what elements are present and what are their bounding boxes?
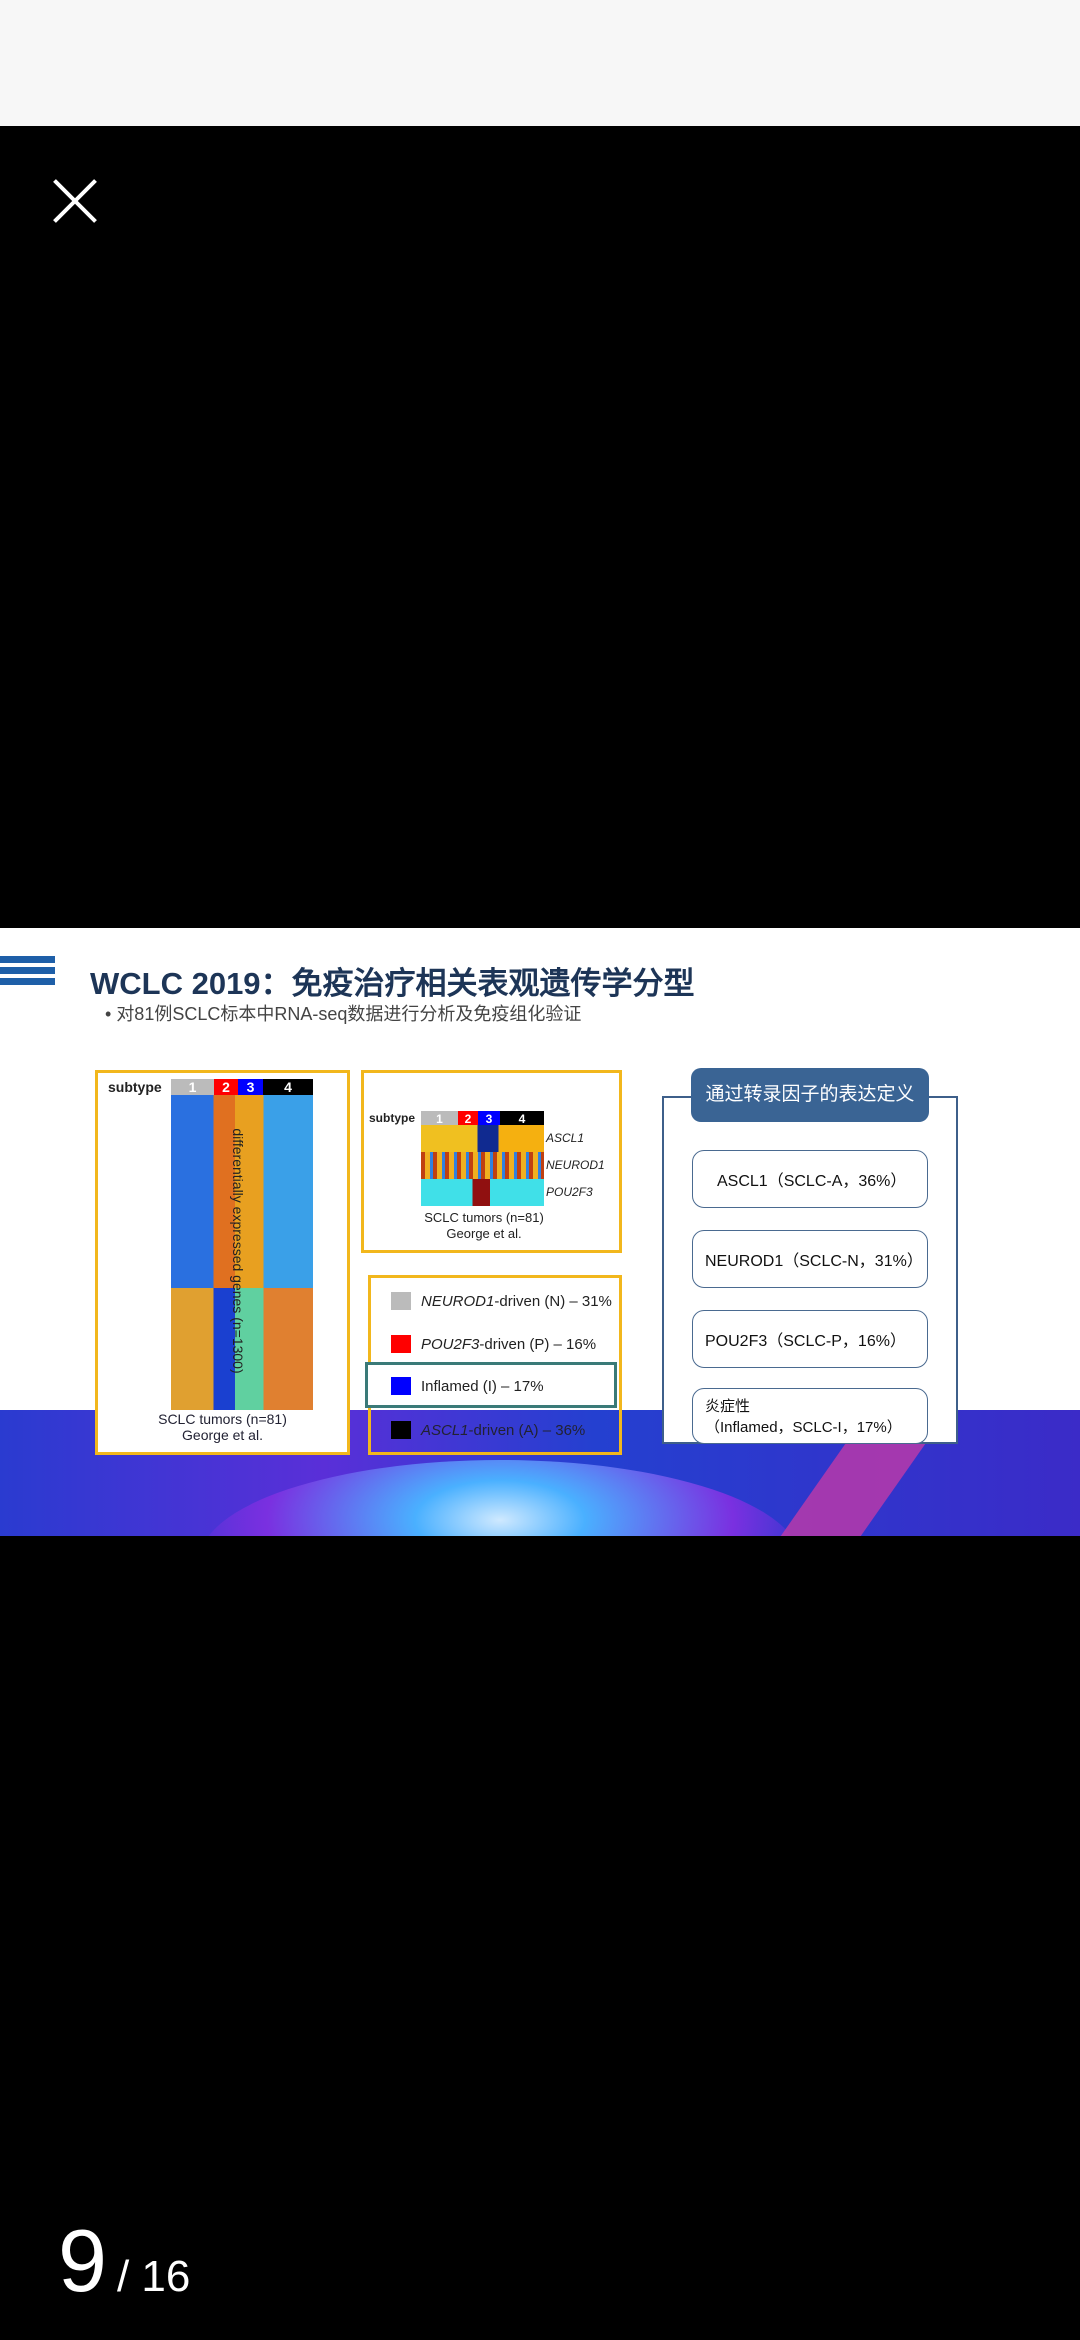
card-inflamed: 炎症性 （Inflamed，SCLC-I，17%） bbox=[692, 1388, 928, 1444]
subtype-1: 1 bbox=[171, 1079, 214, 1095]
subtype-label: subtype bbox=[369, 1111, 416, 1125]
card-pou2f3: POU2F3（SCLC-P，16%） bbox=[692, 1310, 928, 1368]
pou2f3-row bbox=[421, 1179, 544, 1206]
subtype-2: 2 bbox=[214, 1079, 238, 1095]
page-current: 9 bbox=[58, 2211, 107, 2310]
subtype-4: 4 bbox=[500, 1111, 544, 1126]
heatmap-small-box: subtype 1 2 3 4 ASCL1 NEUROD1 POU2F3 SCL… bbox=[361, 1070, 622, 1253]
caption-author: George et al. bbox=[446, 1226, 522, 1241]
caption-author: George et al. bbox=[182, 1427, 263, 1443]
legend-box: NEUROD1 -driven (N) – 31% POU2F3 -driven (… bbox=[365, 1275, 622, 1455]
legend-item: NEUROD1 -driven (N) – 31% bbox=[391, 1292, 612, 1310]
legend-item: Inflamed (I) – 17% bbox=[391, 1377, 544, 1395]
heatmap-left-box: subtype 1 2 3 4 differentially expressed… bbox=[95, 1070, 350, 1455]
subtype-bar: 1 2 3 4 bbox=[171, 1079, 313, 1095]
card-line: 炎症性 bbox=[705, 1398, 751, 1415]
gene-label: ASCL1 bbox=[546, 1131, 585, 1145]
close-icon[interactable] bbox=[50, 176, 100, 226]
logo-bars bbox=[0, 956, 55, 989]
slide-image: WCLC 2019：免疫治疗相关表观遗传学分型 • 对81例SCLC标本中RNA… bbox=[0, 928, 1080, 1536]
slide-title: WCLC 2019：免疫治疗相关表观遗传学分型 bbox=[90, 966, 695, 1001]
gene-label: POU2F3 bbox=[546, 1185, 593, 1199]
panel-title: 通过转录因子的表达定义 bbox=[691, 1068, 929, 1122]
caption: SCLC tumors (n=81) bbox=[158, 1411, 287, 1427]
legend-item: POU2F3 -driven (P) – 16% bbox=[391, 1335, 596, 1353]
legend-item: ASCL1 -driven (A) – 36% bbox=[391, 1421, 585, 1439]
card-neurod1: NEUROD1（SCLC-N，31%） bbox=[692, 1230, 928, 1288]
card-line: （Inflamed，SCLC-I，17%） bbox=[705, 1419, 902, 1436]
legend-swatch bbox=[391, 1377, 411, 1395]
legend-swatch bbox=[391, 1292, 411, 1310]
slide-bullet: • 对81例SCLC标本中RNA-seq数据进行分析及免疫组化验证 bbox=[105, 1004, 582, 1024]
subtype-1: 1 bbox=[421, 1111, 458, 1126]
side-label: differentially expressed genes (n=1300) bbox=[230, 1128, 246, 1374]
neurod1-row bbox=[421, 1152, 544, 1179]
card-ascl1: ASCL1（SCLC-A，36%） bbox=[692, 1150, 928, 1208]
subtype-2: 2 bbox=[458, 1111, 478, 1126]
top-bar bbox=[0, 0, 1080, 126]
subtype-4: 4 bbox=[263, 1079, 313, 1095]
legend-swatch bbox=[391, 1335, 411, 1353]
ascl1-row bbox=[421, 1125, 544, 1152]
subtype-bar: 1 2 3 4 bbox=[421, 1111, 544, 1126]
subtype-label: subtype bbox=[108, 1079, 162, 1095]
legend-swatch bbox=[391, 1421, 411, 1439]
subtype-3: 3 bbox=[238, 1079, 263, 1095]
gene-label: NEUROD1 bbox=[546, 1158, 605, 1172]
caption: SCLC tumors (n=81) bbox=[424, 1210, 544, 1225]
subtype-3: 3 bbox=[478, 1111, 500, 1126]
page-total: / 16 bbox=[116, 2252, 191, 2301]
heatmap-large-lower bbox=[171, 1288, 313, 1410]
page-indicator: 9/ 16 bbox=[58, 2210, 190, 2312]
